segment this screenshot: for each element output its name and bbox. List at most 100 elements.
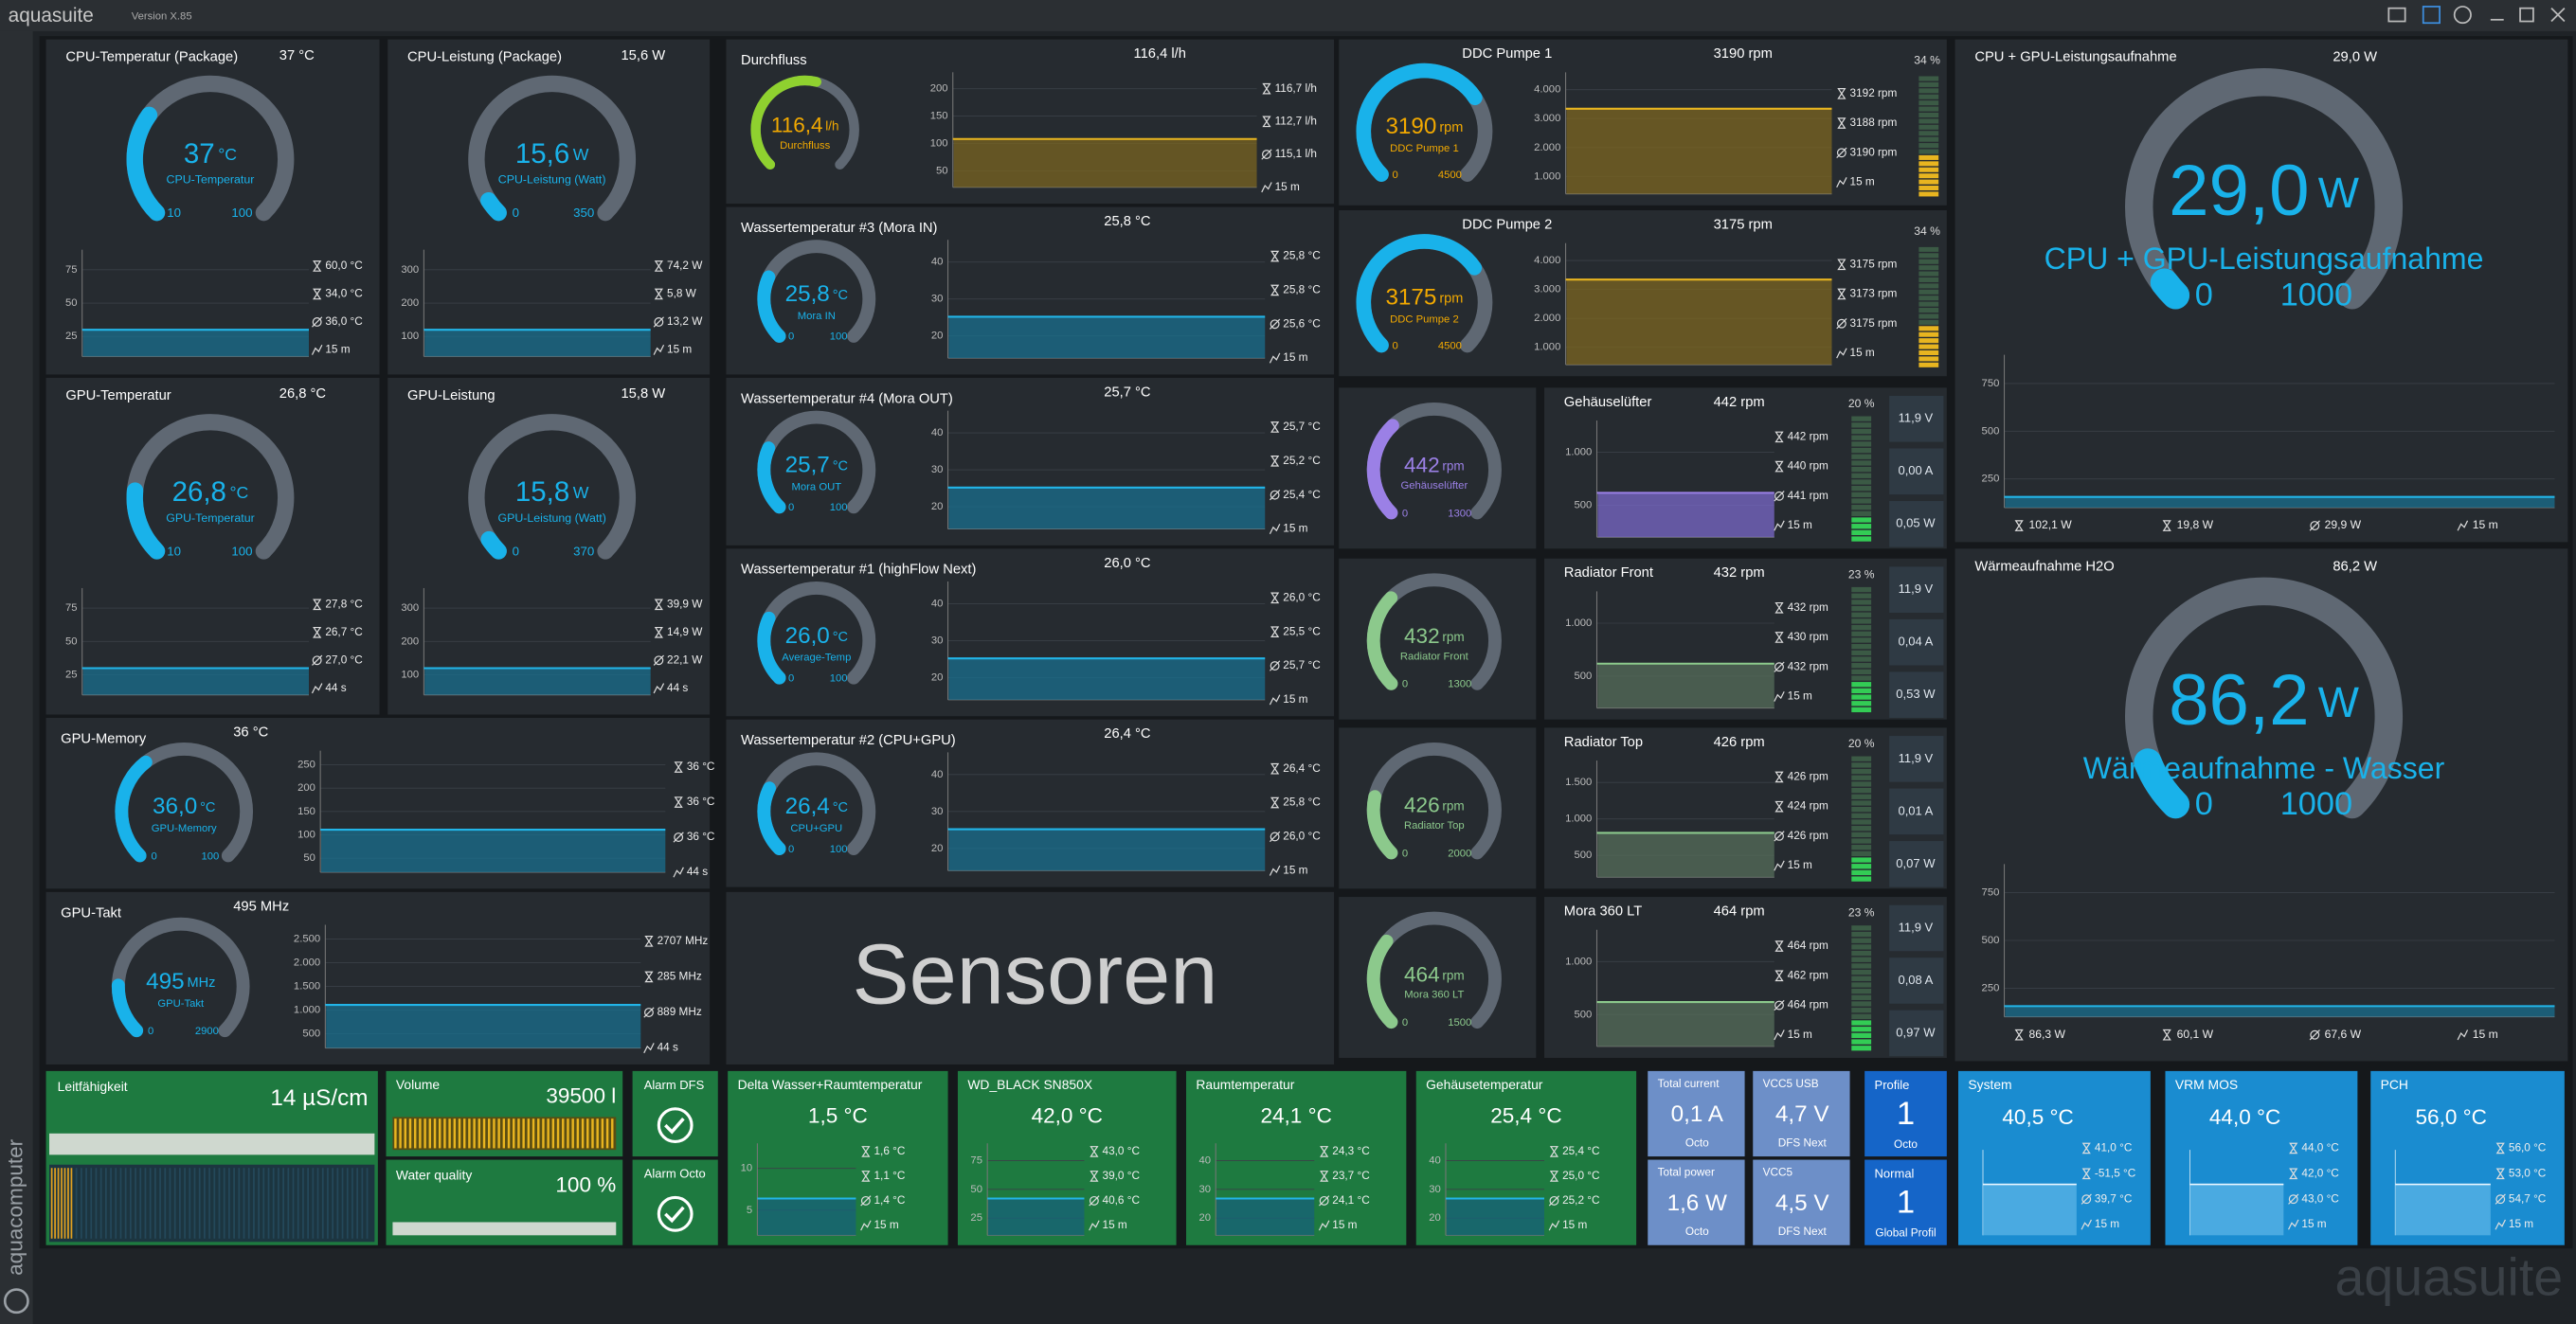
stat-icon <box>2287 1219 2299 1230</box>
close-button[interactable] <box>2550 8 2566 23</box>
stripe <box>419 1118 422 1149</box>
gauge-value-arc <box>1366 790 1398 860</box>
stat-value: 36 °C <box>687 796 715 808</box>
stat-value: 25,4 °C <box>1562 1145 1600 1157</box>
gauge-number: 3175 <box>1385 285 1436 311</box>
y-tick-label: 10 <box>741 1163 753 1174</box>
y-tick-label: 30 <box>931 806 944 817</box>
gauge-max: 100 <box>231 544 252 558</box>
maximize-button[interactable] <box>2519 7 2534 23</box>
stripe <box>119 1168 122 1239</box>
stat-icon <box>1774 431 1784 443</box>
stat-value: 36,0 °C <box>325 315 363 328</box>
stripe <box>351 1168 353 1239</box>
stat-icon <box>1320 1146 1329 1157</box>
panel-title: GPU-Leistung <box>407 388 495 403</box>
gauge-label: GPU-Leistung (Watt) <box>497 511 605 525</box>
stat-value: 39,0 °C <box>1103 1170 1141 1182</box>
stripe <box>139 1168 142 1239</box>
gauge-min: 0 <box>1402 508 1408 519</box>
gauge-value: 37 °C <box>184 138 237 170</box>
level-segment <box>1851 644 1872 650</box>
gauge-unit: rpm <box>1439 120 1463 135</box>
tile-reading: 39500 l <box>546 1084 616 1108</box>
gauge-number: 442 <box>1404 454 1440 477</box>
gauge-value: 495 MHz <box>146 969 215 994</box>
level-segment <box>1851 800 1872 806</box>
stat-icon <box>654 599 663 611</box>
stat-value: 24,3 °C <box>1332 1145 1370 1157</box>
tile-value: 4,7 V <box>1775 1101 1829 1127</box>
stat-value: 26,0 °C <box>1283 831 1321 843</box>
history-area <box>82 330 310 357</box>
stat-value: 15 m <box>2473 518 2498 531</box>
panel-title: Gehäuselüfter <box>1564 395 1652 410</box>
stripe <box>262 1168 265 1239</box>
stat-icon <box>1269 490 1281 501</box>
stat-value: 41,0 °C <box>2095 1142 2133 1154</box>
stat-value: 43,0 °C <box>1103 1145 1141 1157</box>
stripe <box>50 1168 53 1239</box>
stat-icon <box>1837 117 1846 129</box>
stat-value: 25,2 °C <box>1562 1194 1600 1207</box>
stat-value: 27,0 °C <box>325 653 363 666</box>
screenshot-button[interactable] <box>2387 7 2406 23</box>
stat-icon <box>1269 352 1281 364</box>
window-controls <box>2387 6 2566 25</box>
level-segment <box>1918 265 1939 271</box>
y-tick-label: 100 <box>401 331 419 342</box>
level-segment <box>1918 356 1939 362</box>
stat-value: 26,7 °C <box>325 626 363 638</box>
panel <box>45 377 380 715</box>
level-segment <box>1851 832 1872 837</box>
level-segment <box>1851 988 1872 994</box>
y-tick-label: 500 <box>1575 500 1593 511</box>
gauge-value-arc <box>1356 234 1483 353</box>
tile-title: Total power <box>1658 1167 1715 1179</box>
level-segment <box>1918 331 1939 337</box>
stripe <box>567 1118 569 1149</box>
gauge-min: 0 <box>513 206 519 220</box>
level-segment <box>1851 787 1872 794</box>
level-segment <box>1851 1027 1872 1032</box>
info-button[interactable] <box>2453 6 2472 25</box>
y-tick-label: 1.000 <box>1534 170 1560 182</box>
stat-icon <box>1269 865 1281 876</box>
gauge-label: Average-Temp <box>782 653 851 664</box>
panel <box>1955 39 2568 543</box>
gauge-value: 25,8 °C <box>785 281 848 307</box>
stat-value: 426 rpm <box>1788 771 1828 783</box>
tile-title: Alarm Octo <box>644 1167 706 1181</box>
gauge-track <box>2125 577 2404 819</box>
stat-icon <box>2081 1168 2091 1180</box>
stripe <box>272 1168 275 1239</box>
stat-icon <box>311 344 323 355</box>
level-segment <box>1918 100 1939 106</box>
gauge-max: 1500 <box>1448 1017 1471 1029</box>
stat-icon <box>1261 182 1272 193</box>
stat-value: 44,0 °C <box>2301 1142 2339 1154</box>
stat-icon <box>1261 149 1272 160</box>
gauge-unit: °C <box>229 483 248 502</box>
stripe <box>189 1168 191 1239</box>
stat-value: 15 m <box>1283 864 1307 876</box>
stripe <box>321 1168 324 1239</box>
gauge-unit: rpm <box>1442 798 1464 813</box>
electrical-value: 11,9 V <box>1899 751 1934 765</box>
gauge-label: CPU-Temperatur <box>167 173 255 187</box>
panel-reading: 26,4 °C <box>1104 726 1151 742</box>
stat-value: 43,0 °C <box>2301 1192 2339 1205</box>
panel-title: Wassertemperatur #2 (CPU+GPU) <box>741 733 956 748</box>
stat-value: 15 m <box>1850 176 1875 188</box>
y-tick-label: 200 <box>401 635 419 647</box>
tile-title: PCH <box>2381 1077 2408 1092</box>
stat-value: 24,1 °C <box>1332 1194 1370 1207</box>
stripe <box>581 1118 585 1149</box>
stripe <box>443 1118 446 1149</box>
stripe <box>611 1118 614 1149</box>
y-tick-label: 30 <box>1429 1184 1441 1195</box>
stripe <box>531 1118 535 1149</box>
stat-value: 19,8 W <box>2177 518 2214 531</box>
gauge-value: 3175 rpm <box>1385 285 1463 311</box>
layers-button[interactable] <box>2422 6 2441 25</box>
